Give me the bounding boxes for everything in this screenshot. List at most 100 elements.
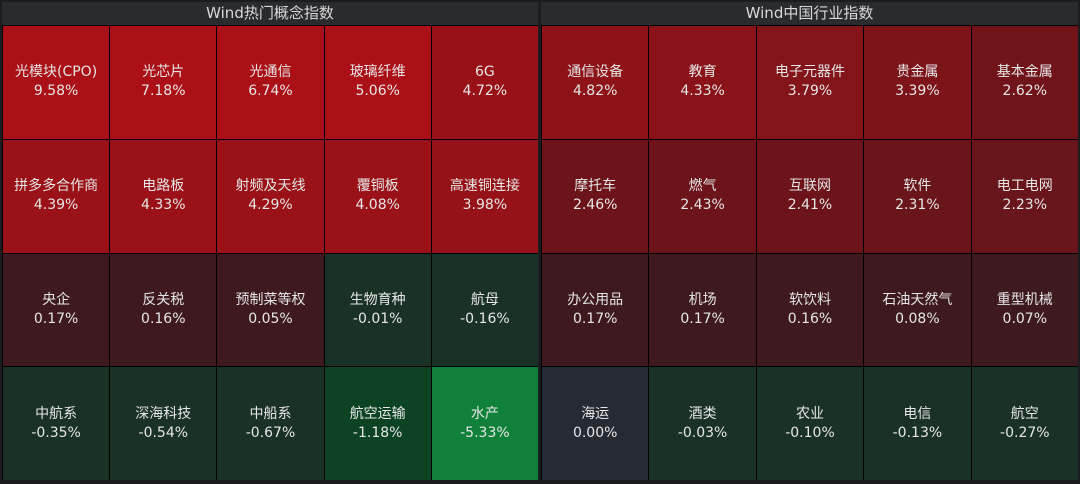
index-tile[interactable]: 6G 4.72% [431,26,538,139]
index-tile[interactable]: 光模块(CPO) 9.58% [3,26,110,139]
index-name: 预制菜等权 [235,291,306,308]
index-name: 光模块(CPO) [15,64,98,81]
index-tile[interactable]: 海运 0.00% [542,367,649,480]
index-name: 覆铜板 [356,178,399,195]
panel-title: Wind中国行业指数 [541,2,1078,25]
index-change-pct: 4.08% [355,197,400,214]
index-name: 燃气 [688,178,717,195]
index-tile[interactable]: 中船系 -0.67% [217,367,324,480]
index-change-pct: 2.46% [572,197,618,214]
index-change-pct: 0.17% [33,310,79,327]
index-tile[interactable]: 电路板 4.33% [110,139,217,253]
index-change-pct: 4.33% [680,83,725,100]
index-name: 通信设备 [567,64,624,81]
index-name: 石油天然气 [882,291,953,308]
index-name: 玻璃纤维 [349,64,406,81]
index-change-pct: 3.39% [895,83,940,100]
index-name: 射频及天线 [235,178,306,195]
index-tile[interactable]: 高速铜连接 3.98% [431,139,538,253]
index-name: 高速铜连接 [449,178,520,195]
industry-index-panel: Wind中国行业指数 通信设备 4.82% 教育 4.33% 电子元器件 3.79% 贵金属… [541,2,1078,480]
index-name: 海运 [581,405,610,422]
index-tile[interactable]: 摩托车 2.46% [542,139,649,253]
index-name: 互联网 [788,178,831,195]
index-change-pct: -1.18% [352,424,403,441]
index-change-pct: 7.18% [141,83,186,100]
index-tile[interactable]: 燃气 2.43% [649,139,756,253]
index-tile[interactable]: 反关税 0.16% [110,253,217,367]
index-name: 中船系 [249,405,292,422]
industry-index-grid: 通信设备 4.82% 教育 4.33% 电子元器件 3.79% 贵金属 3.39% 基本金属 2.… [541,25,1078,480]
index-name: 教育 [688,64,717,81]
index-name: 电路板 [142,178,185,195]
index-name: 生物育种 [349,291,406,308]
index-change-pct: 2.23% [1002,197,1048,214]
index-tile[interactable]: 光芯片 7.18% [110,26,217,139]
index-name: 中航系 [35,405,78,422]
index-tile[interactable]: 石油天然气 0.08% [864,253,971,367]
index-name: 电信 [903,405,932,422]
index-tile[interactable]: 软饮料 0.16% [756,253,864,367]
index-tile[interactable]: 航空运输 -1.18% [324,367,431,480]
index-tile[interactable]: 教育 4.33% [649,26,756,139]
index-change-pct: 0.05% [248,310,293,327]
index-tile[interactable]: 软件 2.31% [864,139,971,253]
index-tile[interactable]: 航空 -0.27% [971,367,1078,480]
index-tile[interactable]: 贵金属 3.39% [864,26,971,139]
index-change-pct: 6.74% [248,83,293,100]
index-tile[interactable]: 水产 -5.33% [431,367,538,480]
index-name: 机场 [688,291,717,308]
index-tile[interactable]: 办公用品 0.17% [542,253,649,367]
index-tile[interactable]: 深海科技 -0.54% [110,367,217,480]
index-change-pct: -0.67% [245,424,296,441]
index-tile[interactable]: 重型机械 0.07% [971,253,1078,367]
index-name: 水产 [470,405,499,422]
index-name: 农业 [795,405,824,422]
index-tile[interactable]: 拼多多合作商 4.39% [3,139,110,253]
index-tile[interactable]: 基本金属 2.62% [971,26,1078,139]
index-change-pct: 0.08% [895,310,940,327]
index-name: 基本金属 [996,64,1053,81]
index-change-pct: -0.03% [677,424,728,441]
index-tile[interactable]: 央企 0.17% [3,253,110,367]
index-tile[interactable]: 电子元器件 3.79% [756,26,864,139]
index-tile[interactable]: 射频及天线 4.29% [217,139,324,253]
index-change-pct: -0.27% [1000,424,1050,441]
index-tile[interactable]: 农业 -0.10% [756,367,864,480]
index-tile[interactable]: 电工电网 2.23% [971,139,1078,253]
index-name: 电工电网 [996,178,1053,195]
index-tile[interactable]: 电信 -0.13% [864,367,971,480]
index-tile[interactable]: 通信设备 4.82% [542,26,649,139]
index-name: 光芯片 [142,64,185,81]
index-change-pct: 0.07% [1002,310,1048,327]
index-change-pct: 9.58% [33,83,79,100]
index-change-pct: -5.33% [460,424,510,441]
index-name: 贵金属 [896,64,939,81]
index-tile[interactable]: 中航系 -0.35% [3,367,110,480]
index-tile[interactable]: 玻璃纤维 5.06% [324,26,431,139]
index-name: 软饮料 [788,291,831,308]
index-change-pct: -0.35% [31,424,81,441]
index-change-pct: 0.16% [787,310,833,327]
index-name: 摩托车 [574,178,617,195]
index-change-pct: 3.79% [787,83,833,100]
index-tile[interactable]: 酒类 -0.03% [649,367,756,480]
index-change-pct: 4.82% [572,83,618,100]
index-change-pct: 0.17% [680,310,725,327]
index-name: 反关税 [142,291,185,308]
index-tile[interactable]: 互联网 2.41% [756,139,864,253]
index-change-pct: -0.54% [138,424,189,441]
index-name: 航空运输 [349,405,406,422]
index-tile[interactable]: 光通信 6.74% [217,26,324,139]
index-name: 酒类 [688,405,717,422]
index-tile[interactable]: 覆铜板 4.08% [324,139,431,253]
index-change-pct: 4.29% [248,197,293,214]
index-tile[interactable]: 生物育种 -0.01% [324,253,431,367]
index-change-pct: 2.62% [1002,83,1048,100]
index-tile[interactable]: 机场 0.17% [649,253,756,367]
index-name: 光通信 [249,64,292,81]
index-change-pct: 4.39% [33,197,79,214]
index-tile[interactable]: 航母 -0.16% [431,253,538,367]
index-tile[interactable]: 预制菜等权 0.05% [217,253,324,367]
